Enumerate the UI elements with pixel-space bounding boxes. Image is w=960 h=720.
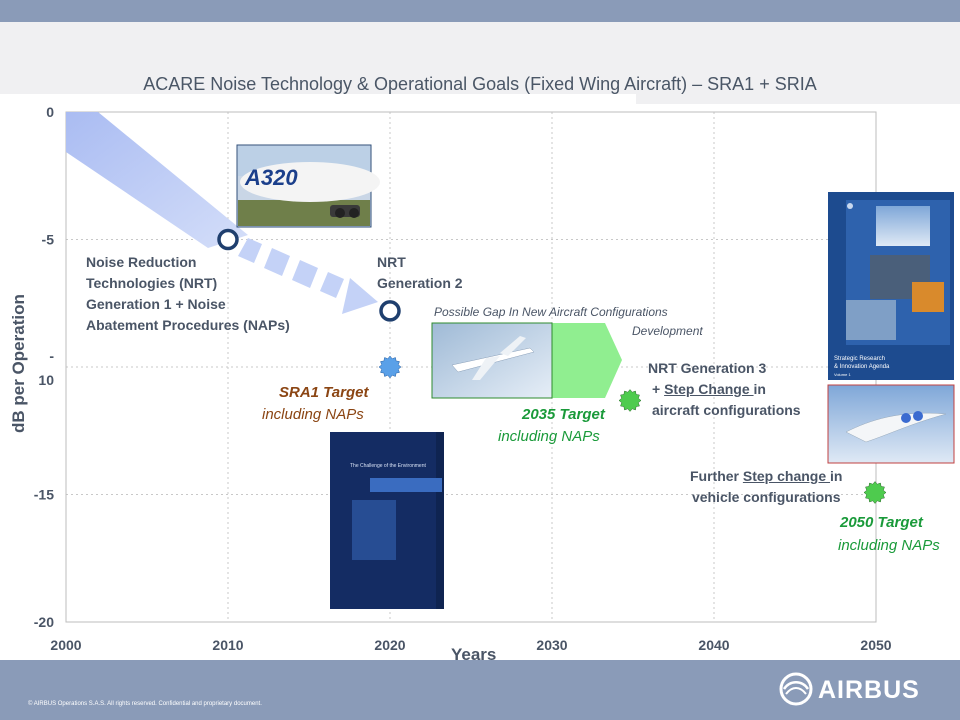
milestone-markers (217, 228, 887, 504)
top-banner (0, 0, 960, 22)
footer-bar (0, 660, 960, 720)
green-target-marker (863, 481, 887, 504)
nrt1-annotation: Noise Reduction Technologies (NRT) Gener… (86, 252, 290, 336)
axis-ticks: 2000 2010 2020 2030 2040 2050 0 -5 - 10 -15 -20 (34, 104, 892, 653)
nrt1-line: Generation 1 + Noise (86, 296, 226, 312)
sra1-target-label: SRA1 Target (279, 384, 369, 401)
x-axis-label: Years (451, 645, 497, 664)
future-aircraft-photo (827, 384, 955, 464)
further-prefix: Further (690, 468, 743, 484)
x-tick-label: 2040 (698, 637, 729, 653)
t2035-target-label: 2035 Target (522, 406, 605, 423)
nrt3-prefix: + (652, 381, 665, 397)
milestone-ring (217, 228, 239, 251)
sria-book-cover: Strategic Research & Innovation Agenda V… (828, 192, 954, 380)
airbus-swirl-icon (779, 672, 813, 706)
gap-annotation-line1: Possible Gap In New Aircraft Configurati… (434, 305, 668, 319)
title-background-tab (636, 94, 960, 104)
nrt1-line: Abatement Procedures (NAPs) (86, 317, 290, 333)
x-tick-label: 2030 (536, 637, 567, 653)
nrt3-step-change: Step Change (664, 381, 754, 397)
t2050-target-label: 2050 Target (840, 514, 923, 531)
further-step-change: Step change (742, 468, 831, 484)
trend-band-dash-1 (238, 238, 262, 263)
sria-volume: Volume 1 (834, 372, 851, 377)
trend-band-dash-3 (292, 260, 318, 288)
y-tick-label: 10 (38, 372, 54, 388)
aircraft-clouds-photo (431, 322, 553, 399)
nrt3-line1: NRT Generation 3 (648, 360, 767, 376)
sria-title-line2: & Innovation Agenda (834, 364, 890, 370)
y-tick-label: 0 (46, 104, 54, 120)
sra1-target-marker (378, 355, 402, 379)
further-suffix: in (830, 468, 843, 484)
further-annotation: Further Step change in vehicle configura… (690, 466, 842, 508)
airbus-logo-text: AIRBUS (818, 676, 920, 704)
trend-band-arrowhead (342, 278, 378, 314)
gap-arrow (552, 323, 622, 398)
challenge-environment-book: The Challenge of the Environment (330, 432, 444, 609)
y-tick-label: - (49, 348, 54, 364)
airbus-logo: AIRBUS (778, 672, 938, 706)
nrt2-annotation: NRT Generation 2 (377, 252, 463, 294)
sra1-target-sub: including NAPs (262, 406, 364, 423)
x-tick-label: 2020 (374, 637, 405, 653)
page-title: ACARE Noise Technology & Operational Goa… (143, 74, 817, 94)
further-line2: vehicle configurations (691, 489, 841, 505)
x-tick-label: 2000 (50, 637, 81, 653)
green-target-marker (618, 389, 642, 412)
a320-livery-text: A320 (244, 165, 298, 190)
trend-band-dash-4 (320, 272, 344, 298)
nrt3-suffix: in (753, 381, 766, 397)
trend-band-solid (66, 112, 248, 248)
nrt1-line: Technologies (NRT) (86, 275, 218, 291)
a320-photo: A320 (236, 144, 380, 228)
t2050-target-sub: including NAPs (838, 537, 940, 554)
nrt2-line: NRT (377, 254, 406, 270)
nrt3-line2: + Step Change in (652, 379, 801, 400)
nrt3-annotation: NRT Generation 3 + Step Change in aircra… (648, 358, 801, 421)
trend-band-dash-2 (264, 248, 290, 276)
title-background (0, 22, 960, 94)
gap-annotation-line2: Development (632, 324, 703, 338)
sria-title-line1: Strategic Research (834, 356, 885, 362)
y-axis-label: dB per Operation (9, 294, 28, 433)
x-tick-label: 2010 (212, 637, 243, 653)
nrt3-line3: aircraft configurations (652, 402, 801, 418)
nrt1-line: Noise Reduction (86, 254, 197, 270)
copyright-notice: © AIRBUS Operations S.A.S. All rights re… (28, 701, 262, 707)
y-tick-label: -15 (34, 487, 54, 503)
y-tick-label: -20 (34, 614, 54, 630)
further-line1: Further Step change in (690, 466, 842, 487)
nrt2-line: Generation 2 (377, 275, 463, 291)
milestone-ring (379, 300, 401, 322)
t2035-target-sub: including NAPs (498, 428, 600, 445)
y-tick-label: -5 (42, 232, 55, 248)
book1-title: The Challenge of the Environment (350, 463, 426, 469)
x-tick-label: 2050 (860, 637, 891, 653)
